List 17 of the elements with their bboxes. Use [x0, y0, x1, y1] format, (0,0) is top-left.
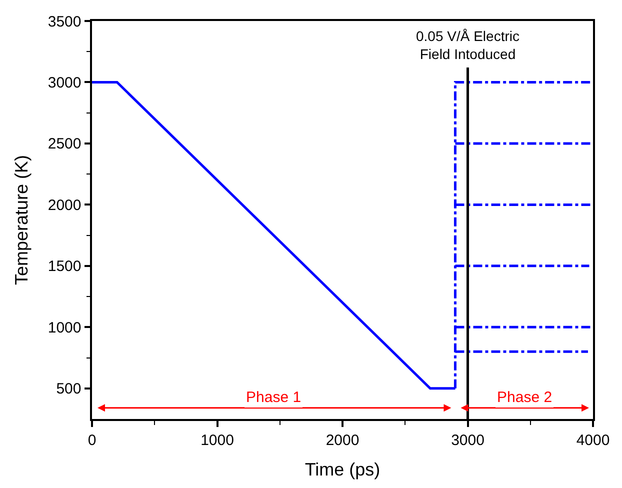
y-tick-label: 500 — [56, 380, 82, 398]
y-tick-label: 2500 — [48, 136, 82, 153]
x-tick-label: 1000 — [200, 432, 234, 449]
annotation: 0.05 V/Å Electric Field Intoduced — [416, 28, 520, 62]
y-tick-label: 3000 — [48, 74, 82, 92]
x-tick-label: 4000 — [576, 432, 610, 449]
x-tick-label: 2000 — [326, 432, 360, 449]
annotation: Phase 2 — [497, 389, 552, 406]
y-tick-label: 1500 — [48, 258, 82, 276]
y-axis-title: Temperature (K) — [12, 154, 32, 286]
y-tick-label: 1000 — [48, 319, 82, 336]
y-tick-label: 2000 — [48, 196, 82, 214]
y-tick-label: 3500 — [48, 13, 82, 30]
x-axis-title: Time (ps) — [304, 459, 380, 480]
x-tick-label: 0 — [88, 432, 96, 449]
annotation: Phase 1 — [246, 389, 302, 406]
x-tick-label: 3000 — [451, 432, 484, 449]
